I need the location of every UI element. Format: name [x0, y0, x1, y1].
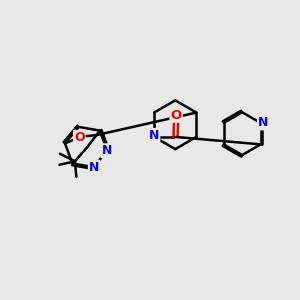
Text: N: N: [101, 144, 112, 157]
Text: N: N: [258, 116, 268, 130]
Text: O: O: [170, 109, 182, 122]
Text: N: N: [149, 129, 159, 142]
Text: O: O: [74, 131, 85, 144]
Text: N: N: [89, 160, 99, 174]
